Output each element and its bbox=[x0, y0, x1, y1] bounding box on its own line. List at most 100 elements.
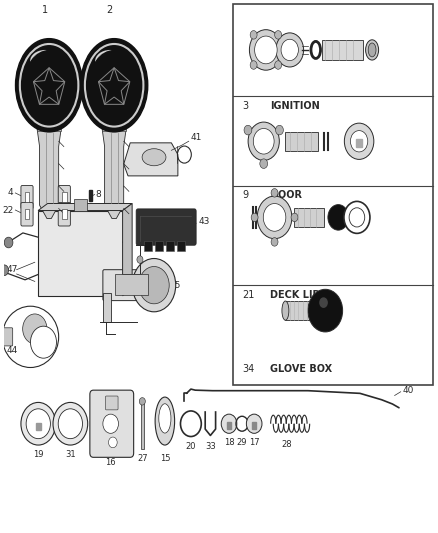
Polygon shape bbox=[123, 204, 132, 296]
Text: 2: 2 bbox=[107, 5, 113, 15]
Circle shape bbox=[308, 289, 343, 332]
Bar bbox=[25, 192, 29, 202]
FancyBboxPatch shape bbox=[106, 396, 118, 410]
Text: 4: 4 bbox=[7, 189, 13, 197]
Text: 45: 45 bbox=[169, 281, 180, 289]
Text: 3: 3 bbox=[242, 101, 248, 111]
Polygon shape bbox=[227, 422, 231, 429]
Circle shape bbox=[250, 61, 257, 69]
FancyBboxPatch shape bbox=[103, 270, 142, 301]
Ellipse shape bbox=[31, 51, 59, 72]
Text: 43: 43 bbox=[198, 217, 210, 225]
FancyBboxPatch shape bbox=[21, 203, 33, 226]
Text: 10: 10 bbox=[39, 189, 50, 197]
Bar bbox=[37, 125, 61, 131]
Circle shape bbox=[103, 414, 119, 433]
Text: 33: 33 bbox=[205, 442, 216, 451]
Circle shape bbox=[0, 265, 9, 276]
Circle shape bbox=[21, 402, 56, 445]
Bar bbox=[62, 192, 67, 202]
Text: 15: 15 bbox=[159, 454, 170, 463]
Polygon shape bbox=[357, 139, 362, 147]
Circle shape bbox=[31, 326, 57, 358]
FancyBboxPatch shape bbox=[58, 185, 71, 209]
Circle shape bbox=[248, 122, 279, 160]
Circle shape bbox=[221, 414, 237, 433]
Text: 8: 8 bbox=[95, 190, 101, 198]
Ellipse shape bbox=[155, 397, 175, 445]
Polygon shape bbox=[102, 128, 126, 219]
Circle shape bbox=[276, 33, 304, 67]
Text: GLOVE BOX: GLOVE BOX bbox=[270, 364, 332, 374]
Circle shape bbox=[109, 437, 117, 448]
Ellipse shape bbox=[15, 39, 83, 132]
Circle shape bbox=[275, 61, 282, 69]
Circle shape bbox=[247, 414, 262, 433]
Ellipse shape bbox=[89, 51, 139, 120]
Text: 19: 19 bbox=[33, 450, 43, 459]
Ellipse shape bbox=[366, 40, 378, 60]
Bar bbox=[145, 241, 152, 251]
Text: 41: 41 bbox=[191, 133, 202, 142]
FancyBboxPatch shape bbox=[90, 390, 134, 457]
Circle shape bbox=[281, 39, 298, 61]
Text: 34: 34 bbox=[242, 364, 254, 374]
Text: DOOR: DOOR bbox=[270, 190, 302, 200]
Bar bbox=[38, 211, 123, 296]
Circle shape bbox=[244, 125, 252, 135]
FancyBboxPatch shape bbox=[21, 185, 33, 209]
Circle shape bbox=[344, 201, 370, 233]
Circle shape bbox=[291, 213, 298, 222]
Text: 31: 31 bbox=[65, 450, 76, 459]
Bar bbox=[25, 209, 29, 220]
Bar bbox=[102, 125, 126, 131]
Circle shape bbox=[23, 314, 47, 344]
Circle shape bbox=[350, 131, 368, 152]
Circle shape bbox=[53, 402, 88, 445]
Text: 40: 40 bbox=[403, 386, 414, 394]
Ellipse shape bbox=[96, 51, 124, 72]
Circle shape bbox=[319, 297, 328, 308]
Polygon shape bbox=[124, 143, 178, 176]
Circle shape bbox=[250, 30, 257, 39]
Text: 1: 1 bbox=[42, 5, 48, 15]
Text: 21: 21 bbox=[242, 290, 254, 300]
Bar bbox=[115, 274, 148, 295]
Bar bbox=[294, 208, 325, 227]
Text: DECK LID: DECK LID bbox=[270, 290, 321, 300]
Polygon shape bbox=[141, 401, 144, 449]
Circle shape bbox=[132, 259, 176, 312]
Text: 17: 17 bbox=[249, 438, 259, 447]
Text: 28: 28 bbox=[281, 440, 292, 449]
Circle shape bbox=[249, 30, 283, 70]
Circle shape bbox=[253, 128, 274, 154]
Text: 9: 9 bbox=[242, 190, 248, 200]
Text: 16: 16 bbox=[106, 458, 116, 467]
Ellipse shape bbox=[142, 149, 166, 166]
FancyBboxPatch shape bbox=[136, 209, 196, 245]
Ellipse shape bbox=[159, 404, 171, 433]
Bar bbox=[233, 4, 433, 385]
Circle shape bbox=[58, 409, 82, 439]
Circle shape bbox=[263, 204, 286, 231]
Circle shape bbox=[328, 205, 349, 230]
Bar bbox=[32, 330, 37, 352]
Circle shape bbox=[4, 237, 13, 248]
Text: 27: 27 bbox=[137, 454, 148, 463]
Text: 44: 44 bbox=[7, 346, 18, 355]
Bar bbox=[286, 301, 314, 320]
Circle shape bbox=[276, 125, 283, 135]
Circle shape bbox=[254, 36, 277, 64]
Text: IGNITION: IGNITION bbox=[270, 101, 320, 111]
Bar bbox=[74, 199, 87, 211]
Circle shape bbox=[257, 196, 292, 239]
Circle shape bbox=[139, 398, 145, 405]
Circle shape bbox=[139, 266, 169, 304]
Bar bbox=[166, 241, 174, 251]
Circle shape bbox=[260, 159, 268, 168]
Bar bbox=[177, 241, 185, 251]
Bar bbox=[103, 293, 111, 322]
Text: 18: 18 bbox=[224, 438, 234, 447]
Polygon shape bbox=[89, 190, 92, 201]
Text: 22: 22 bbox=[2, 206, 13, 214]
